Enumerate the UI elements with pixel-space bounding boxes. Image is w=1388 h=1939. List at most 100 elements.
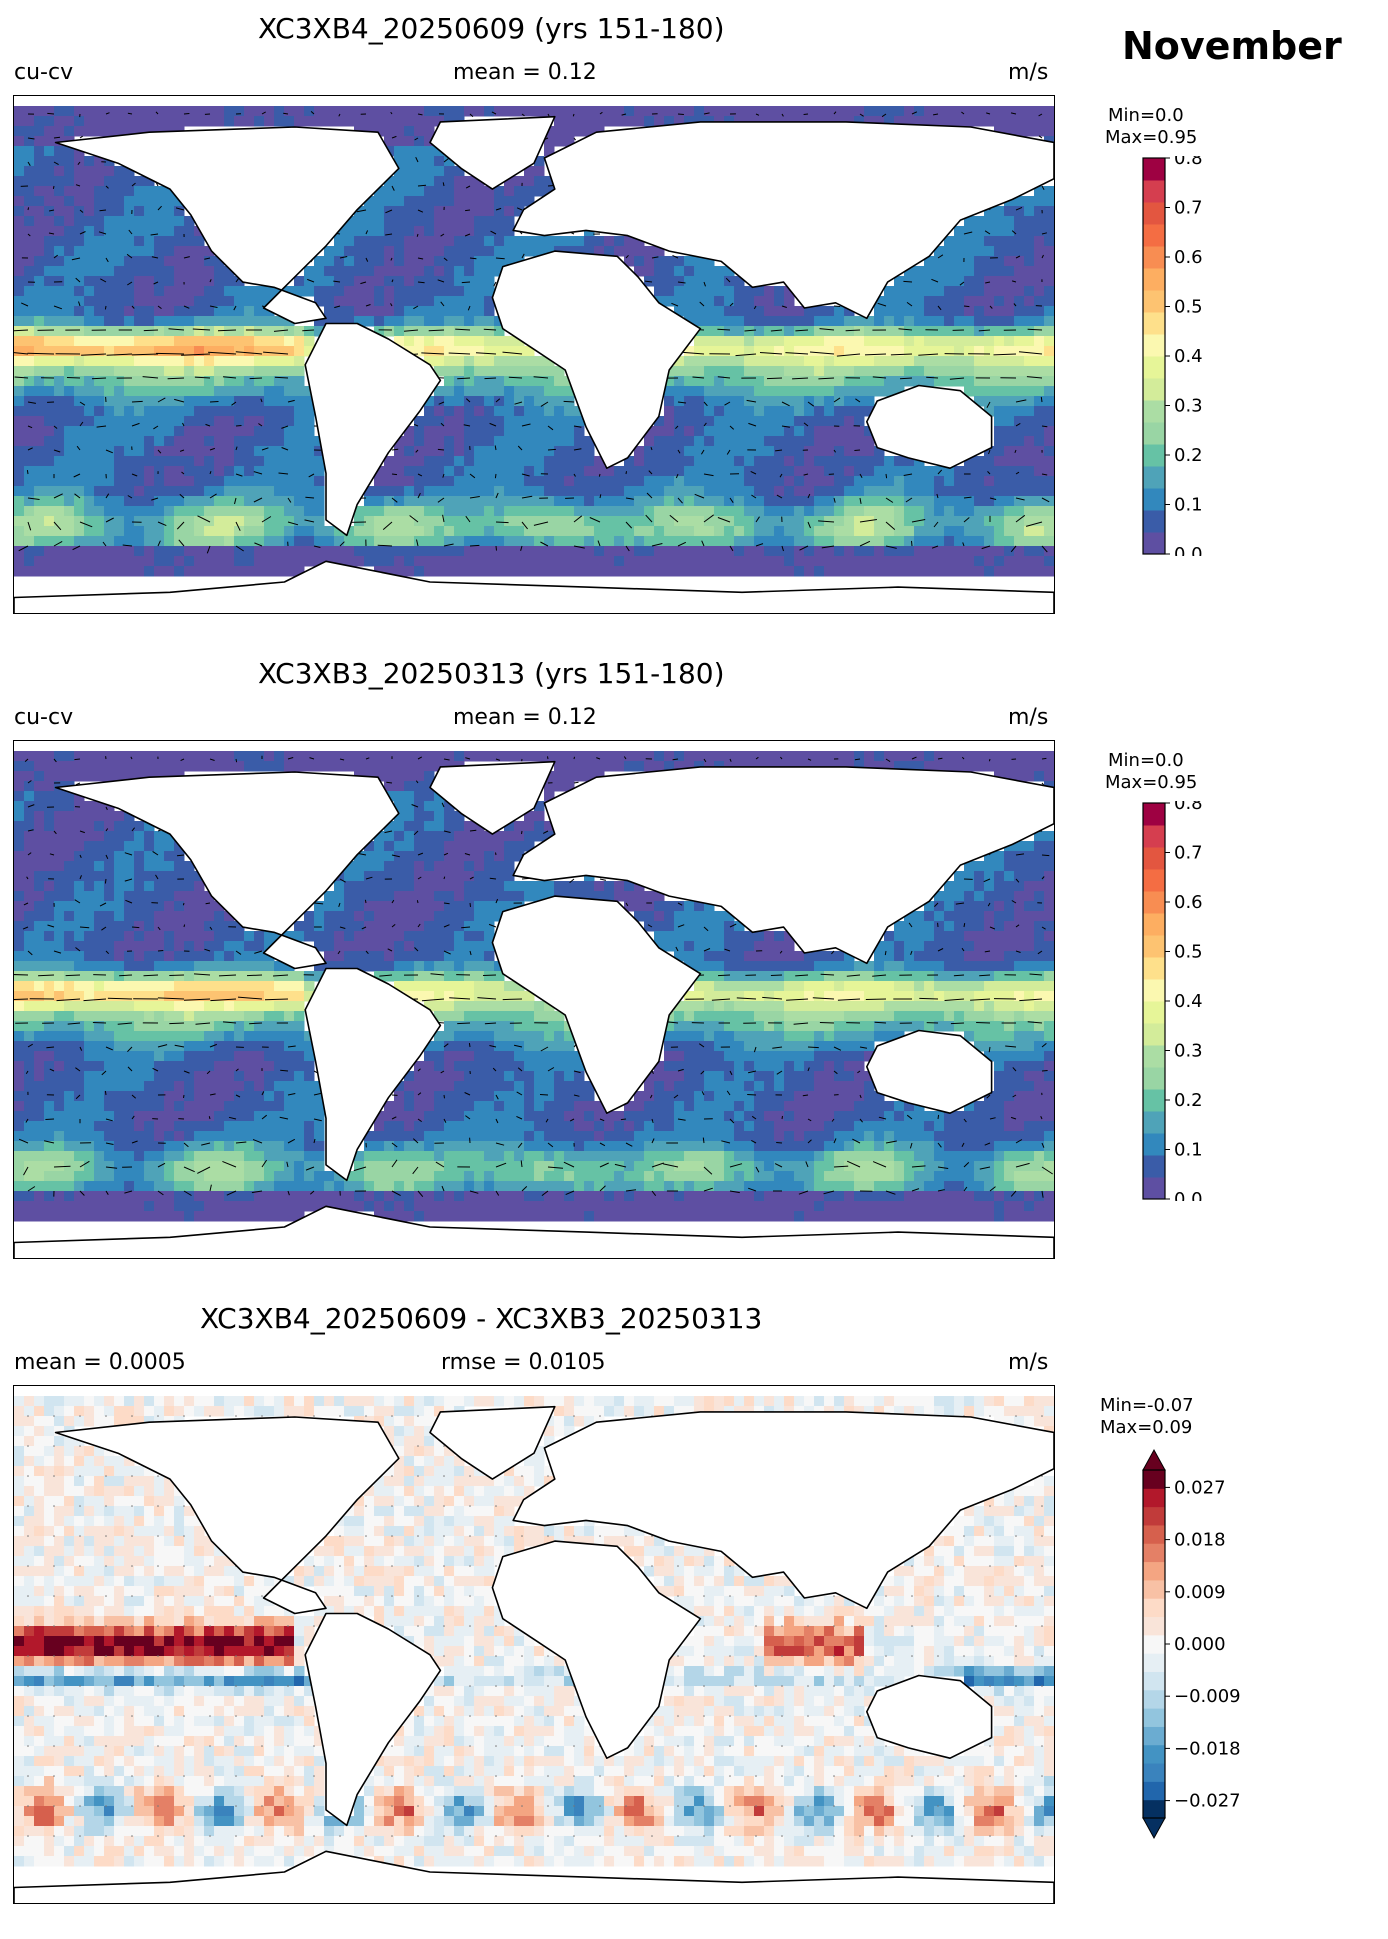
colorbar-swatch <box>1143 290 1165 313</box>
land-africa <box>491 1540 702 1759</box>
land-antarctica <box>14 1850 1054 1903</box>
colorbar-swatch <box>1143 1488 1165 1508</box>
colorbar-swatch <box>1143 1001 1165 1024</box>
colorbar-swatch <box>1143 1524 1165 1544</box>
colorbar-tick-label: 0.6 <box>1174 892 1203 913</box>
panel-3-min-label: Min=-0.07 <box>1100 1395 1194 1416</box>
land-antarctica <box>14 560 1054 613</box>
panel-1-colorbar: 0.0 0.1 0.2 0.3 0.4 0.5 0.6 0.7 0.8 <box>1142 156 1203 556</box>
colorbar-swatch <box>1143 202 1165 225</box>
velocity-vectors <box>14 111 1050 554</box>
colorbar-swatch <box>1143 158 1165 181</box>
field-cells <box>14 1386 1054 1903</box>
panel-2-units-label: m/s <box>1008 705 1049 730</box>
colorbar-tick-label: 0.027 <box>1174 1477 1226 1498</box>
colorbar-tick-label: 0.5 <box>1174 297 1203 318</box>
land-antarctica <box>14 1205 1054 1258</box>
colorbar-swatch <box>1143 1653 1165 1672</box>
colorbar-tick-label: 0.8 <box>1174 801 1203 814</box>
colorbar-swatch <box>1143 1763 1165 1782</box>
colorbar-swatch <box>1143 1561 1165 1581</box>
colorbar-swatch <box>1143 1671 1165 1691</box>
land-masses <box>14 760 1054 1258</box>
panel-2-title: XC3XB3_20250313 (yrs 151-180) <box>258 657 725 690</box>
colorbar-extend-max <box>1142 1448 1166 1471</box>
colorbar-tick-label: 0.2 <box>1174 445 1203 466</box>
land-south-america <box>304 322 442 537</box>
panel-2-mean-label: mean = 0.12 <box>453 705 597 730</box>
colorbar-swatch <box>1143 1133 1165 1156</box>
colorbar-swatch <box>1143 1023 1165 1046</box>
colorbar-tick-label: 0.2 <box>1174 1090 1203 1111</box>
colorbar-swatch <box>1143 268 1165 291</box>
colorbar-swatch <box>1143 1089 1165 1112</box>
velocity-vectors <box>14 755 1053 1198</box>
panel-3-rmse-label: rmse = 0.0105 <box>441 1350 606 1375</box>
colorbar-swatch <box>1143 180 1165 203</box>
colorbar-tick-label: −0.009 <box>1174 1686 1241 1707</box>
colorbar-swatches <box>1143 158 1165 555</box>
panel-1-variable-label: cu-cv <box>14 60 74 85</box>
colorbar-tick-label: −0.027 <box>1174 1791 1241 1812</box>
colorbar-swatch <box>1143 422 1165 445</box>
colorbar-swatch <box>1143 312 1165 335</box>
colorbar-swatch <box>1143 334 1165 357</box>
colorbar-swatch <box>1143 1111 1165 1134</box>
colorbar-tick-label: 0.5 <box>1174 942 1203 963</box>
panel-3-max-label: Max=0.09 <box>1100 1417 1193 1438</box>
land-north-america <box>54 126 400 325</box>
colorbar-swatch <box>1143 466 1165 489</box>
colorbar-swatch <box>1143 1177 1165 1200</box>
colorbar-swatch <box>1143 891 1165 914</box>
colorbar-tick-label: 0.0 <box>1174 544 1203 556</box>
colorbar-tick-label: 0.3 <box>1174 1041 1203 1062</box>
colorbar-swatch <box>1143 378 1165 401</box>
land-australia <box>866 384 993 469</box>
colorbar-tick-label: 0.7 <box>1174 843 1203 864</box>
panel-2-colorbar: 0.0 0.1 0.2 0.3 0.4 0.5 0.6 0.7 0.8 <box>1142 801 1203 1201</box>
colorbar-swatch <box>1143 1470 1165 1489</box>
panel-2-variable-label: cu-cv <box>14 705 74 730</box>
land-masses <box>14 115 1054 613</box>
land-africa <box>491 895 702 1114</box>
panel-3-map <box>13 1385 1055 1904</box>
panel-2-map <box>13 740 1055 1259</box>
land-greenland <box>429 1405 556 1480</box>
colorbar-swatch <box>1143 1616 1165 1636</box>
grid-dots <box>27 1415 1043 1837</box>
colorbar-swatch <box>1143 246 1165 269</box>
colorbar-swatch <box>1143 1726 1165 1746</box>
land-greenland <box>429 760 556 835</box>
colorbar-tick-label: 0.3 <box>1174 396 1203 417</box>
colorbar-swatch <box>1143 1067 1165 1090</box>
colorbar-swatch <box>1143 847 1165 870</box>
colorbar-swatch <box>1143 532 1165 555</box>
panel-3-title: XC3XB4_20250609 - XC3XB3_20250313 <box>200 1302 763 1335</box>
colorbar-swatch <box>1143 1045 1165 1068</box>
colorbar-extend-min <box>1142 1817 1166 1840</box>
colorbar-tick-label: 0.000 <box>1174 1634 1226 1655</box>
colorbar-tick-label: 0.4 <box>1174 991 1203 1012</box>
colorbar-swatch <box>1143 1598 1165 1618</box>
colorbar-swatch <box>1143 935 1165 958</box>
colorbar-tick-label: 0.1 <box>1174 1140 1203 1161</box>
colorbar-swatch <box>1143 400 1165 423</box>
colorbar-swatch <box>1143 913 1165 936</box>
colorbar-swatch <box>1143 1744 1165 1764</box>
colorbar-swatches <box>1143 1470 1165 1819</box>
land-south-america <box>304 1612 442 1827</box>
colorbar-swatch <box>1143 1155 1165 1178</box>
panel-1-units-label: m/s <box>1008 60 1049 85</box>
panel-3-mean-label: mean = 0.0005 <box>14 1350 186 1375</box>
colorbar-tick-label: 0.6 <box>1174 247 1203 268</box>
month-label: November <box>1122 24 1342 68</box>
colorbar-swatch <box>1143 488 1165 511</box>
panel-1-map <box>13 95 1055 614</box>
colorbar-swatch <box>1143 869 1165 892</box>
colorbar-tick-label: 0.4 <box>1174 346 1203 367</box>
land-africa <box>491 250 702 469</box>
colorbar-swatch <box>1143 979 1165 1002</box>
land-north-america <box>54 1416 400 1615</box>
colorbar-swatch <box>1143 1708 1165 1727</box>
colorbar-swatch <box>1143 356 1165 379</box>
